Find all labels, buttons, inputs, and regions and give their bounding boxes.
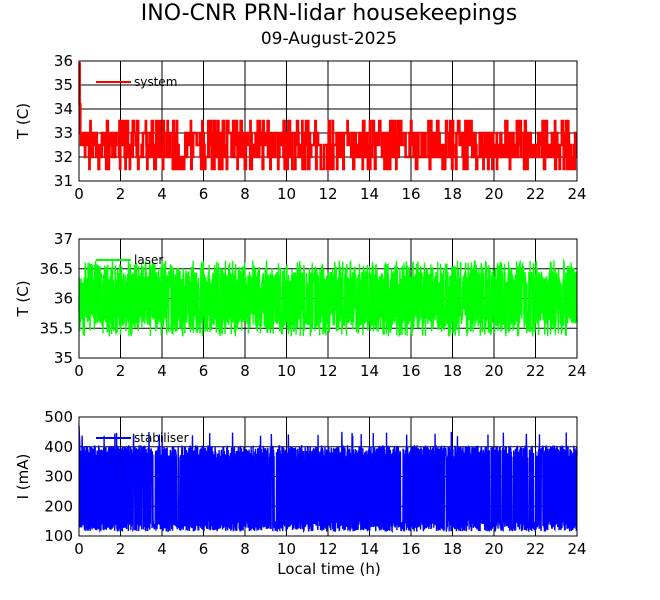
x-tick-label: 2 [116,185,126,203]
x-tick-label: 20 [484,540,503,558]
x-tick-label: 14 [360,185,379,203]
series-line-stabiliser [78,425,578,534]
x-tick-label: 20 [484,362,503,380]
y-tick-label: 36.5 [40,260,73,278]
x-tick-label: 12 [318,185,337,203]
x-tick-label: 18 [443,362,462,380]
y-tick-label: 200 [44,497,73,515]
x-tick-label: 6 [199,362,209,380]
y-tick-label: 35 [54,76,73,94]
x-tick-label: 0 [74,362,84,380]
y-tick-label: 37 [54,230,73,248]
figure-title: INO-CNR PRN-lidar housekeepings [141,1,517,26]
legend-label: stabiliser [134,431,189,445]
x-tick-label: 10 [277,362,296,380]
y-tick-label: 31 [54,172,73,190]
x-tick-label: 10 [277,185,296,203]
x-tick-label: 8 [240,540,250,558]
x-tick-label: 14 [360,540,379,558]
x-tick-label: 24 [567,362,586,380]
y-tick-label: 32 [54,148,73,166]
x-tick-label: 2 [116,540,126,558]
x-tick-label: 16 [401,540,420,558]
x-tick-label: 0 [74,540,84,558]
x-tick-label: 16 [401,185,420,203]
y-axis-label: T (C) [14,103,32,140]
y-tick-label: 100 [44,527,73,545]
x-tick-label: 8 [240,185,250,203]
x-tick-label: 0 [74,185,84,203]
x-tick-label: 4 [157,540,167,558]
x-tick-label: 18 [443,185,462,203]
y-tick-label: 300 [44,468,73,486]
legend-label: system [134,75,177,89]
plot-frame [78,60,578,182]
x-tick-label: 16 [401,362,420,380]
x-tick-label: 20 [484,185,503,203]
y-tick-label: 34 [54,100,73,118]
x-tick-label: 4 [157,185,167,203]
y-tick-label: 33 [54,124,73,142]
x-tick-label: 14 [360,362,379,380]
y-tick-label: 35 [54,349,73,367]
x-tick-label: 6 [199,185,209,203]
y-tick-label: 36 [54,290,73,308]
figure-subtitle: 09-August-2025 [261,29,397,49]
x-tick-label: 2 [116,362,126,380]
series-line-system [78,62,577,171]
x-tick-label: 8 [240,362,250,380]
y-axis-label: I (mA) [14,454,32,500]
x-tick-label: 22 [526,185,545,203]
y-axis-label: T (C) [14,280,32,317]
x-tick-label: 12 [318,540,337,558]
x-tick-label: 4 [157,362,167,380]
y-tick-label: 36 [54,52,73,70]
x-tick-label: 22 [526,540,545,558]
x-tick-label: 18 [443,540,462,558]
x-tick-label: 22 [526,362,545,380]
plot-frame [78,238,578,359]
plot-frame [78,416,578,537]
y-tick-label: 500 [44,408,73,426]
legend-label: laser [134,253,163,267]
x-tick-label: 24 [567,540,586,558]
x-tick-label: 12 [318,362,337,380]
x-tick-label: 6 [199,540,209,558]
x-axis-label: Local time (h) [277,560,381,578]
y-tick-label: 35.5 [40,319,73,337]
y-tick-label: 400 [44,438,73,456]
x-tick-label: 10 [277,540,296,558]
x-tick-label: 24 [567,185,586,203]
series-line-laser [78,258,578,338]
